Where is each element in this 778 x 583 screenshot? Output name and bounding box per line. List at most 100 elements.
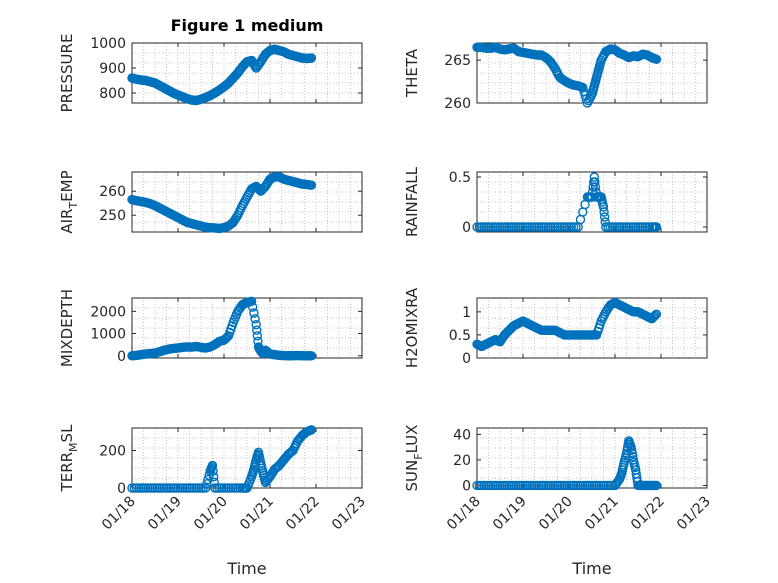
data-point	[589, 83, 599, 93]
data-point	[305, 53, 315, 63]
data-point	[245, 474, 256, 485]
data-point	[229, 72, 240, 82]
chart-title: Figure 1 medium	[171, 16, 324, 35]
data-point	[251, 319, 261, 330]
data-point	[586, 91, 596, 102]
data-point	[222, 332, 233, 342]
data-point	[580, 480, 590, 491]
y-tick-label: 250	[99, 208, 126, 224]
data-point	[284, 448, 295, 459]
data-point	[562, 222, 572, 232]
data-point	[280, 453, 290, 464]
y-tick-label: 0	[117, 349, 126, 365]
data-point	[305, 351, 315, 361]
data-point	[134, 483, 144, 493]
axes-box	[476, 297, 708, 359]
data-point	[534, 480, 544, 491]
data-point	[208, 472, 219, 482]
data-point	[506, 480, 517, 491]
subplot-5: 0 1000 2000 MIXDEPTH	[58, 289, 363, 367]
y-axis-label-part: EMP	[58, 170, 76, 201]
data-point	[571, 480, 581, 491]
data-point	[595, 319, 605, 330]
y-tick-label: 0	[117, 481, 126, 497]
data-point	[305, 180, 315, 190]
data-point	[616, 469, 627, 479]
y-tick-label: 0	[462, 478, 471, 494]
data-point	[552, 222, 563, 232]
data-point	[543, 222, 553, 232]
data-point	[590, 177, 600, 187]
subplot-2: 260 265 THETA	[403, 42, 708, 112]
subplot-6: 0 0.5 1 H2OMIXRA	[403, 287, 708, 368]
data-point	[488, 480, 498, 491]
y-tick-label: 260	[444, 96, 471, 112]
y-axis-label: AIRTEMP	[58, 170, 80, 233]
data-point	[516, 222, 526, 232]
y-tick-label: 0	[462, 351, 471, 367]
data-point	[152, 483, 163, 493]
subplot-4: 0 0.5 RAINFALL	[403, 166, 708, 237]
data-point	[305, 425, 315, 436]
data-point	[207, 462, 217, 472]
data-point	[294, 435, 304, 445]
y-axis-label-part: SL	[58, 424, 76, 443]
data-point	[525, 480, 535, 491]
data-point	[630, 462, 640, 473]
data-point	[257, 185, 267, 195]
data-point	[252, 331, 263, 341]
y-tick-label: 200	[99, 444, 126, 460]
data-point	[170, 483, 181, 493]
data-point	[649, 311, 659, 322]
y-tick-label: 0	[462, 220, 471, 236]
data-point	[225, 77, 235, 87]
data-point	[650, 310, 660, 321]
data-point	[552, 480, 563, 491]
axes-box	[476, 427, 708, 489]
data-point	[617, 222, 627, 232]
y-axis-label-part: TERR	[58, 452, 76, 493]
y-axis-label: THETA	[403, 48, 421, 98]
data-point	[143, 483, 153, 493]
data-point	[534, 222, 544, 232]
data-point	[591, 74, 601, 85]
data-point	[650, 480, 660, 491]
data-point	[209, 477, 219, 488]
axes-box	[131, 42, 363, 104]
y-axis-label: RAINFALL	[403, 166, 421, 237]
data-point	[525, 222, 535, 232]
data-point	[593, 66, 604, 76]
y-tick-label: 260	[99, 184, 126, 200]
data-point	[648, 312, 658, 323]
data-point	[261, 476, 272, 486]
subplot-3: 250 260 AIRTEMP	[58, 170, 363, 234]
data-point	[226, 483, 236, 493]
y-tick-label: 0.5	[449, 328, 471, 344]
data-point	[621, 451, 631, 461]
data-point	[250, 314, 260, 324]
y-axis-label-part: F	[412, 453, 425, 459]
x-axis-label: Time	[226, 559, 266, 578]
data-point	[208, 466, 218, 476]
data-point	[590, 182, 601, 192]
data-point	[543, 480, 553, 491]
data-point	[644, 222, 655, 232]
data-point	[216, 483, 227, 493]
subplot-1: 800 900 1000 PRESSURE Figure 1 medium	[58, 16, 363, 112]
data-point	[589, 172, 599, 182]
data-point	[479, 222, 489, 232]
y-tick-label: 40	[453, 427, 471, 443]
y-tick-label: 2000	[90, 304, 126, 320]
data-point	[497, 480, 507, 491]
data-point	[252, 325, 262, 335]
y-axis-label-part: M	[67, 442, 80, 452]
data-point	[235, 483, 245, 493]
y-tick-label: 1	[462, 305, 471, 321]
data-point	[180, 483, 190, 493]
data-point	[571, 222, 581, 232]
data-point	[497, 222, 507, 232]
y-axis-label-part: T	[67, 202, 80, 210]
data-point	[248, 466, 259, 476]
data-point	[488, 222, 498, 232]
y-axis-label: SUNFLUX	[403, 425, 425, 492]
